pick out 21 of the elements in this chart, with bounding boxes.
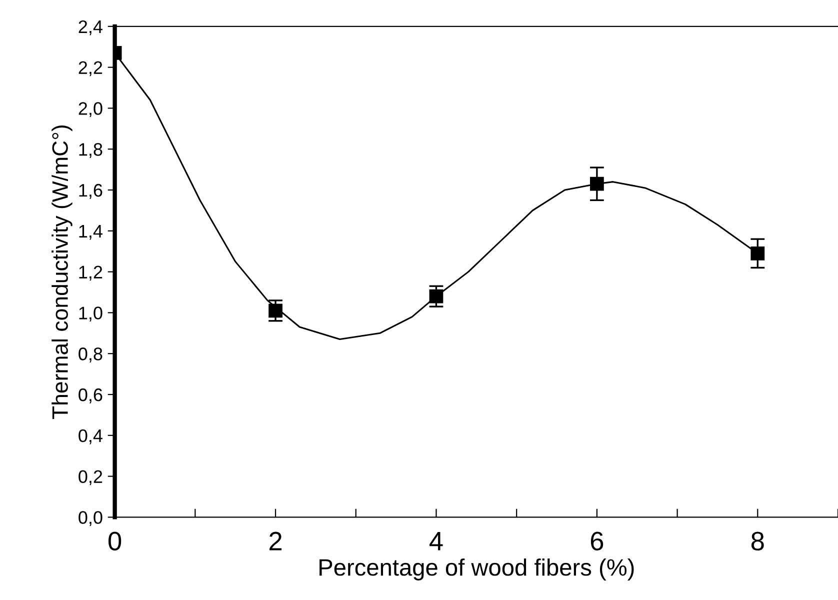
x-tick-label: 2 (270, 532, 282, 550)
y-tick-label: 1,6 (79, 184, 102, 199)
x-tick-label: 4 (429, 532, 443, 550)
y-tick-label: 1,4 (79, 225, 102, 240)
y-tick-label: 2,4 (78, 20, 102, 36)
x-tick-label: 6 (590, 532, 604, 550)
y-tick-label: 0,4 (78, 429, 102, 444)
y-tick-label: 2,0 (78, 102, 102, 118)
x-tick-label: 8 (751, 532, 764, 550)
y-tick-label: 1,0 (79, 306, 102, 322)
y-tick-label: 0,2 (78, 470, 102, 486)
y-tick-label: 0,6 (78, 388, 102, 404)
y-tick-label: 0,0 (78, 511, 102, 526)
x-tick-label: 0 (108, 532, 122, 550)
y-tick-label: 0,8 (78, 348, 102, 362)
x-axis-title: Percentage of wood fibers (%) (320, 558, 634, 580)
y-tick-label: 1,8 (79, 143, 102, 158)
point (750, 246, 765, 260)
y-tick-label: 1,2 (79, 266, 102, 281)
y-tick-label: 2,2 (78, 61, 102, 76)
y-axis-title: Thermal conductivity (W/mC°) (52, 126, 72, 419)
